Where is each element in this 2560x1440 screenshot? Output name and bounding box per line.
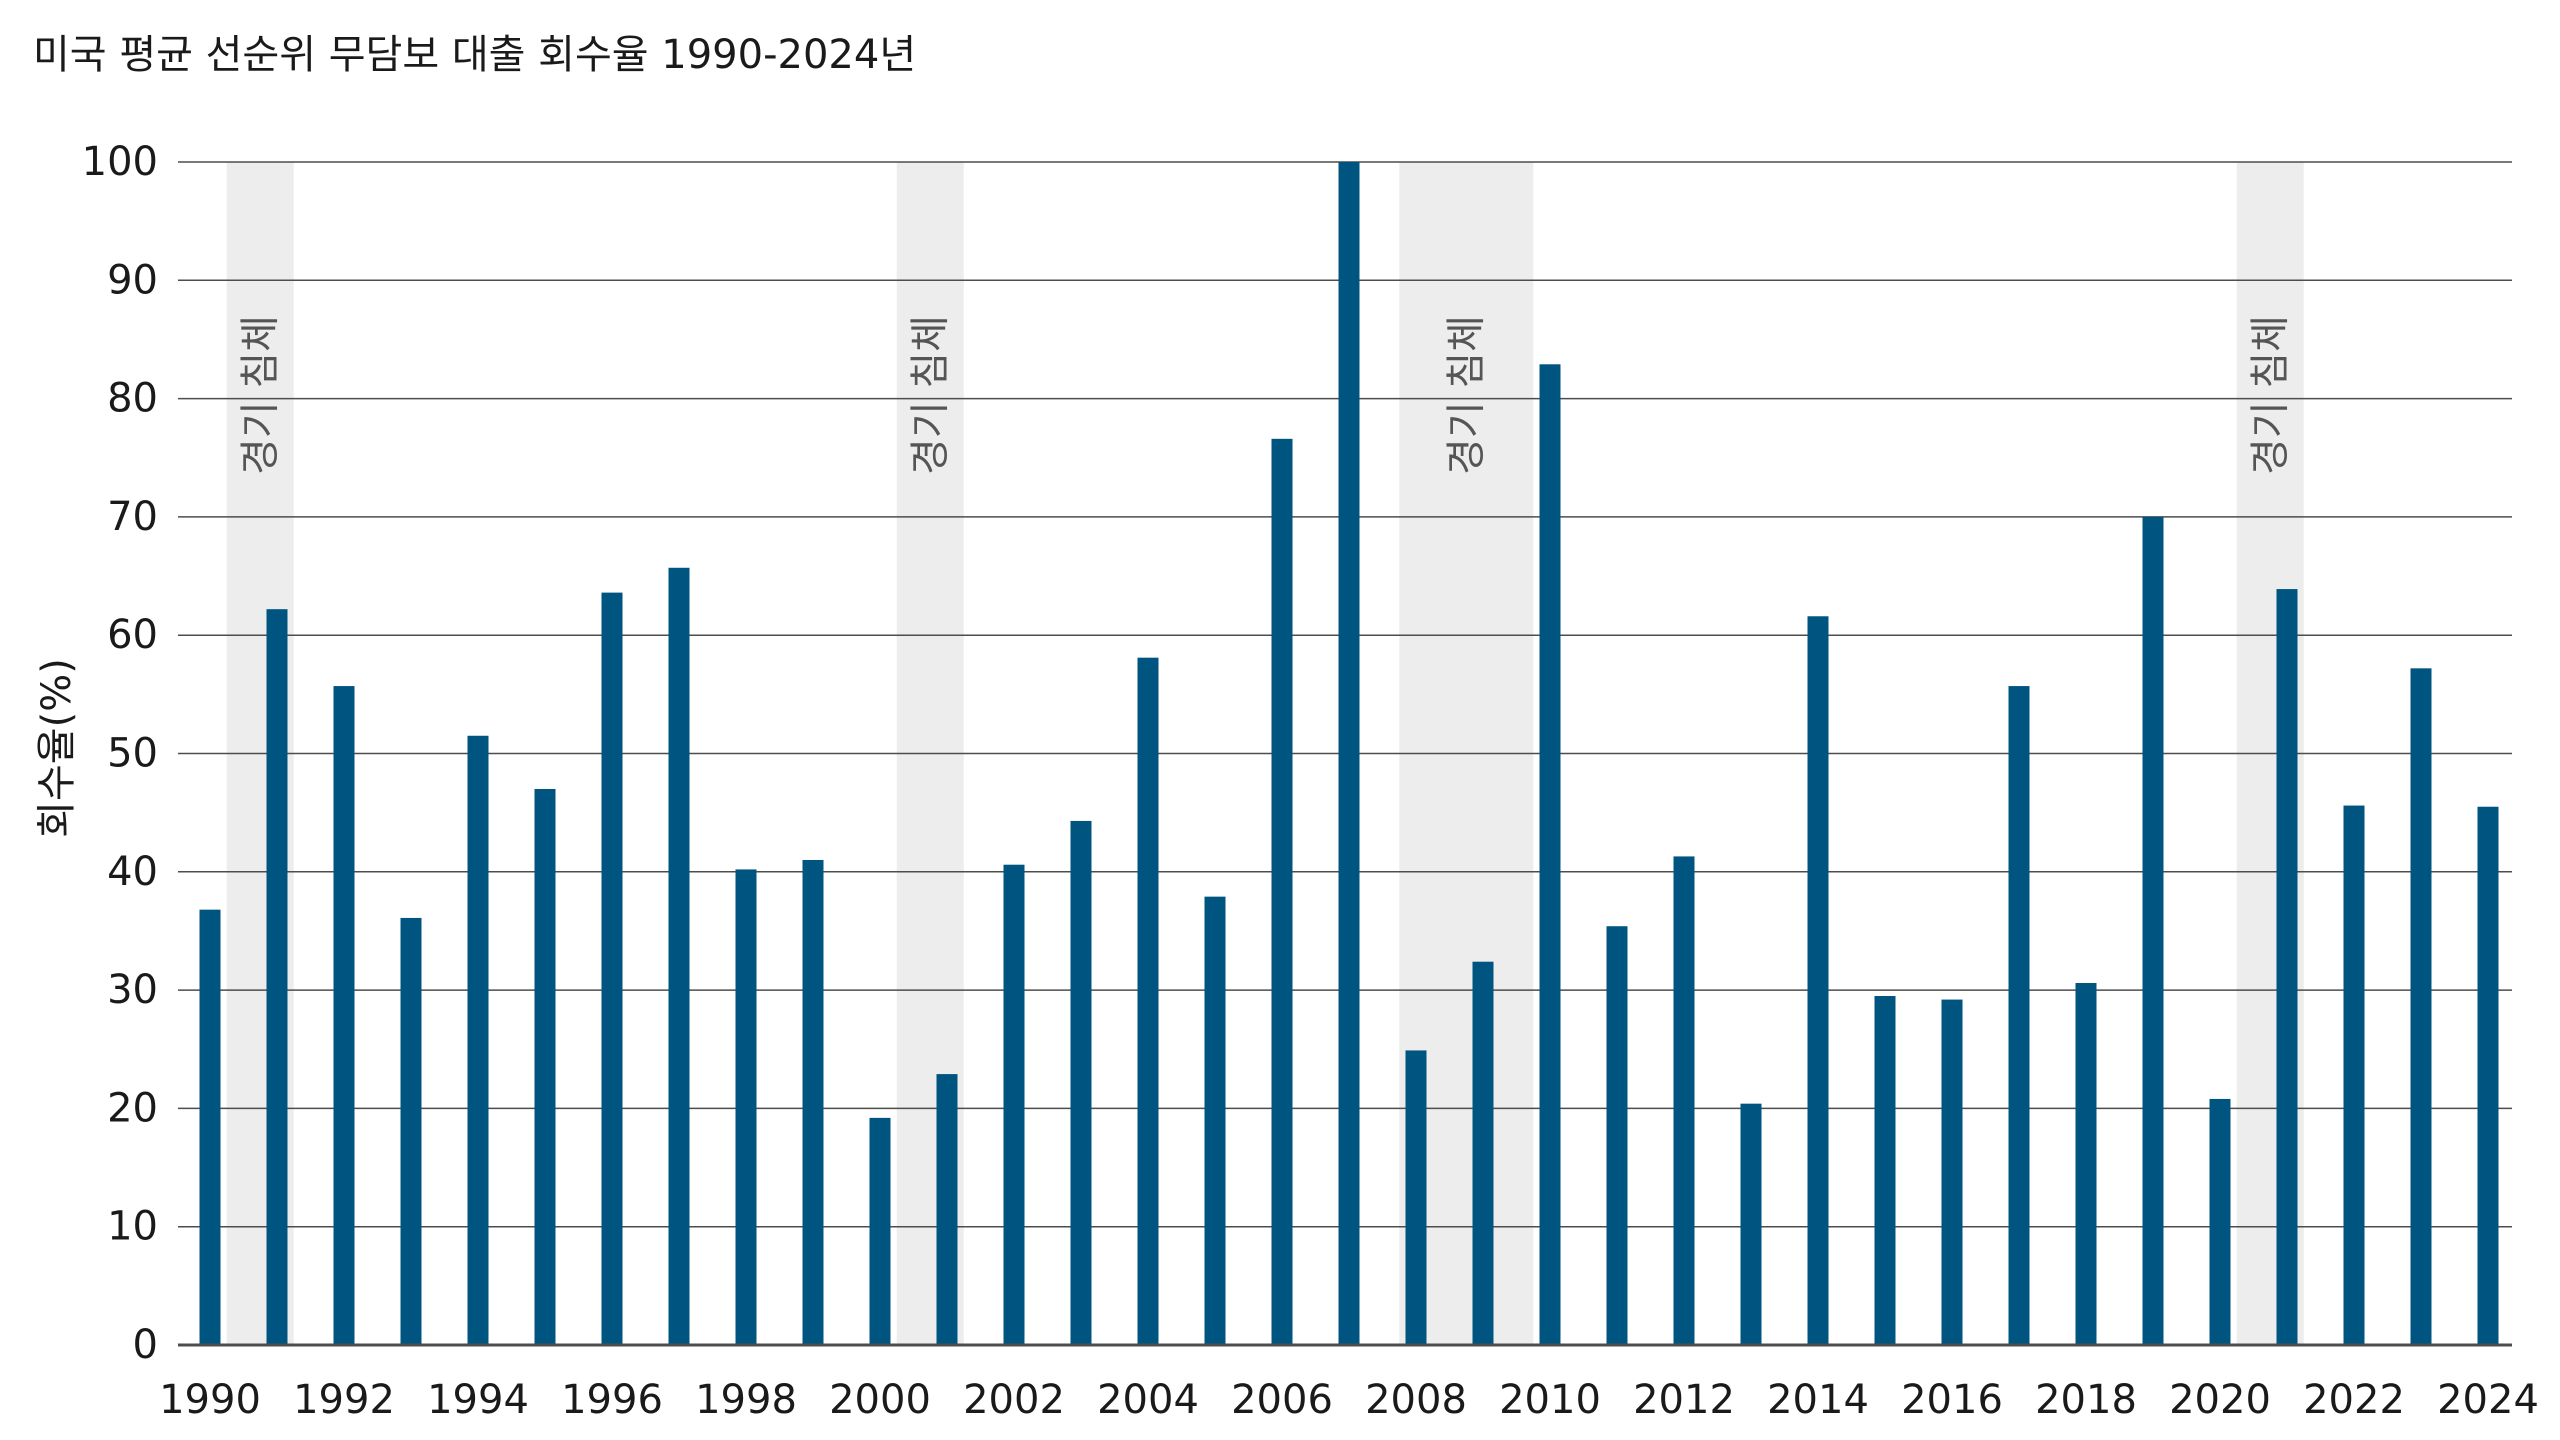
bar <box>601 592 623 1345</box>
bar <box>735 869 757 1345</box>
bar <box>534 788 556 1345</box>
x-tick-label: 2024 <box>2437 1377 2539 1423</box>
y-tick-label: 20 <box>107 1085 158 1131</box>
bar <box>333 686 355 1345</box>
bar <box>1606 926 1628 1345</box>
bar <box>2477 806 2499 1345</box>
x-tick-label: 2016 <box>1901 1377 2003 1423</box>
y-tick-label: 10 <box>107 1204 158 1250</box>
x-tick-label: 1996 <box>561 1377 663 1423</box>
bar <box>1539 364 1561 1346</box>
x-tick-label: 1992 <box>293 1377 395 1423</box>
x-tick-label: 2010 <box>1499 1377 1601 1423</box>
x-tick-label: 2000 <box>829 1377 931 1423</box>
x-tick-label: 2006 <box>1231 1377 1333 1423</box>
bar <box>1137 657 1159 1345</box>
bar <box>2142 516 2164 1345</box>
bar <box>1338 162 1360 1345</box>
bars <box>199 162 2499 1346</box>
bar <box>668 567 690 1345</box>
bar <box>1405 1050 1427 1345</box>
bar <box>400 917 422 1345</box>
bar <box>467 735 489 1345</box>
bar <box>2209 1098 2231 1345</box>
x-tick-label: 2022 <box>2303 1377 2405 1423</box>
bar <box>802 859 824 1345</box>
y-tick-label: 70 <box>107 494 158 540</box>
recession-label: 경기 침체 <box>1443 315 1489 475</box>
axes: 0 10 20 30 40 50 60 70 80 90 100 1990 1992 1994 1996 19… <box>82 139 2539 1423</box>
y-tick-label: 100 <box>82 139 158 185</box>
bar <box>1003 864 1025 1345</box>
bar <box>2075 983 2097 1345</box>
y-tick-label: 40 <box>107 849 158 895</box>
bar <box>1070 820 1092 1345</box>
bar <box>1673 856 1695 1345</box>
bar <box>1740 1103 1762 1345</box>
bar <box>266 609 288 1345</box>
bar <box>1807 616 1829 1345</box>
y-tick-label: 60 <box>107 612 158 658</box>
recession-label: 경기 침체 <box>907 315 953 475</box>
x-tick-label: 2002 <box>963 1377 1065 1423</box>
recession-label: 경기 침체 <box>2247 315 2293 475</box>
x-tick-label: 2012 <box>1633 1377 1735 1423</box>
x-tick-label: 1994 <box>427 1377 529 1423</box>
x-tick-label: 2008 <box>1365 1377 1467 1423</box>
chart-title: 미국 평균 선순위 무담보 대출 회수율 1990-2024년 <box>33 32 917 78</box>
bar <box>1271 438 1293 1345</box>
bar <box>2410 668 2432 1345</box>
y-tick-label: 50 <box>107 731 158 777</box>
y-tick-label: 30 <box>107 967 158 1013</box>
bar <box>2343 805 2365 1345</box>
bar <box>936 1074 958 1345</box>
y-tick-label: 90 <box>107 257 158 303</box>
bar <box>869 1117 891 1345</box>
x-tick-label: 1990 <box>159 1377 261 1423</box>
bar <box>1204 896 1226 1345</box>
bar <box>1941 999 1963 1345</box>
x-tick-label: 2018 <box>2035 1377 2137 1423</box>
bar <box>2276 589 2298 1345</box>
bar <box>1874 996 1896 1345</box>
x-tick-label: 2020 <box>2169 1377 2271 1423</box>
x-tick-label: 1998 <box>695 1377 797 1423</box>
x-tick-label: 2014 <box>1767 1377 1869 1423</box>
y-tick-label: 80 <box>107 376 158 422</box>
bar <box>2008 686 2030 1345</box>
x-tick-label: 2004 <box>1097 1377 1199 1423</box>
y-tick-label: 0 <box>133 1322 158 1368</box>
bar <box>1472 961 1494 1345</box>
recession-label: 경기 침체 <box>237 315 283 475</box>
bar <box>199 909 221 1345</box>
y-axis-label: 회수율(%) <box>34 658 80 838</box>
